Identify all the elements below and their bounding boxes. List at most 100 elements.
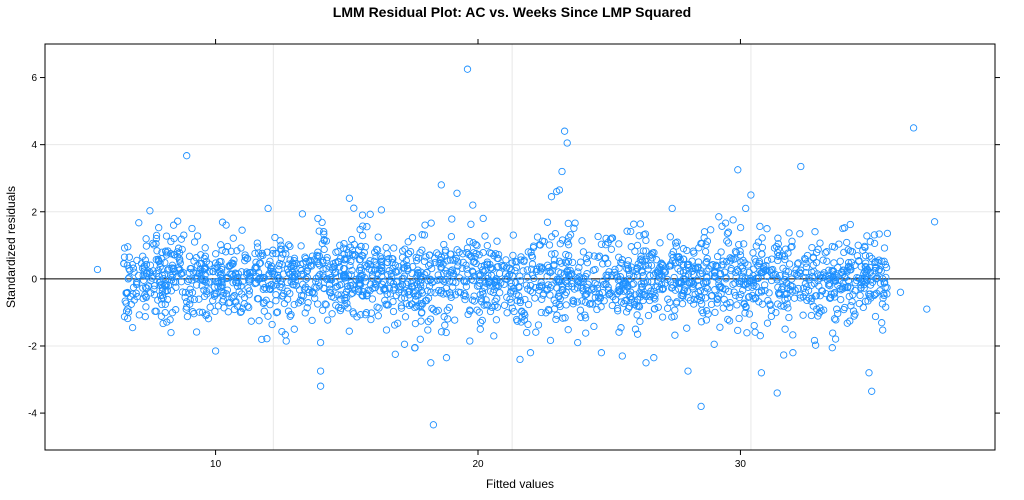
data-point — [642, 247, 650, 255]
data-point — [193, 269, 201, 277]
data-point — [164, 266, 172, 274]
data-point — [158, 300, 166, 309]
data-point — [866, 290, 874, 298]
data-point — [535, 286, 543, 294]
data-point — [742, 303, 750, 312]
data-point — [476, 271, 485, 279]
data-point — [152, 231, 161, 240]
data-point — [714, 276, 723, 284]
data-point — [483, 260, 491, 268]
data-point — [127, 300, 135, 308]
data-point — [260, 307, 268, 315]
data-point — [418, 231, 426, 239]
data-point — [336, 306, 345, 315]
data-point — [271, 233, 279, 242]
data-point — [835, 240, 843, 248]
data-point — [564, 257, 573, 266]
x-axis-label: Fitted values — [486, 477, 554, 491]
data-point — [819, 256, 827, 264]
data-point — [429, 421, 438, 429]
data-point — [789, 331, 797, 339]
data-point — [187, 264, 195, 273]
data-point — [594, 232, 602, 241]
data-point — [327, 292, 336, 301]
data-point — [617, 324, 625, 332]
data-point — [387, 277, 395, 285]
data-point — [190, 295, 199, 304]
data-point — [391, 350, 399, 358]
data-point — [140, 276, 148, 284]
data-point — [585, 251, 593, 259]
data-point — [266, 257, 274, 265]
data-point — [183, 152, 191, 160]
data-point — [486, 278, 494, 286]
data-point — [150, 241, 158, 249]
data-point — [810, 279, 819, 288]
data-point — [657, 259, 665, 267]
data-point — [437, 181, 445, 189]
data-point — [134, 271, 143, 280]
data-point — [205, 278, 213, 286]
data-point — [743, 329, 751, 337]
data-point — [290, 254, 299, 262]
data-point — [524, 320, 532, 329]
data-point — [584, 280, 592, 288]
data-point — [556, 240, 564, 248]
data-point — [391, 321, 399, 329]
data-point — [730, 288, 738, 296]
data-point — [437, 328, 446, 336]
data-point — [509, 251, 517, 260]
data-point — [398, 253, 407, 262]
data-point — [620, 276, 629, 285]
data-point — [866, 281, 875, 289]
data-point — [774, 240, 782, 248]
data-point — [836, 257, 844, 265]
data-point — [227, 247, 235, 255]
data-point — [185, 252, 194, 260]
data-point — [345, 194, 354, 202]
data-point — [785, 260, 794, 268]
data-point — [581, 311, 589, 319]
data-point — [623, 261, 632, 269]
data-point — [601, 254, 610, 262]
data-point — [879, 326, 887, 334]
data-point — [223, 242, 232, 251]
data-point — [507, 298, 515, 307]
data-point — [228, 270, 236, 278]
data-point — [868, 254, 876, 263]
data-point — [344, 304, 352, 312]
data-point — [183, 312, 192, 321]
data-point — [772, 308, 780, 317]
data-point — [679, 260, 688, 269]
data-point — [218, 298, 226, 306]
data-point — [229, 234, 237, 242]
data-point — [774, 234, 782, 242]
data-point — [763, 225, 771, 233]
data-point — [803, 283, 811, 291]
data-point — [356, 275, 365, 284]
data-point — [286, 312, 294, 320]
data-point — [633, 271, 642, 280]
data-point — [446, 250, 454, 258]
data-point — [537, 308, 545, 317]
data-point — [548, 233, 556, 241]
data-point — [639, 247, 648, 255]
data-point — [598, 289, 607, 297]
data-point — [698, 306, 706, 315]
data-point — [372, 245, 381, 253]
data-point — [340, 239, 348, 248]
data-point — [277, 241, 285, 249]
data-point — [715, 292, 723, 300]
data-point — [516, 272, 524, 280]
data-point — [844, 259, 853, 267]
data-point — [577, 275, 586, 283]
data-point — [567, 270, 576, 278]
data-point — [828, 344, 836, 352]
data-point — [357, 280, 365, 289]
data-point — [455, 248, 463, 256]
data-point — [868, 387, 876, 395]
data-point — [637, 280, 645, 288]
data-point — [748, 291, 756, 300]
data-point — [896, 288, 905, 296]
data-point — [192, 254, 200, 262]
